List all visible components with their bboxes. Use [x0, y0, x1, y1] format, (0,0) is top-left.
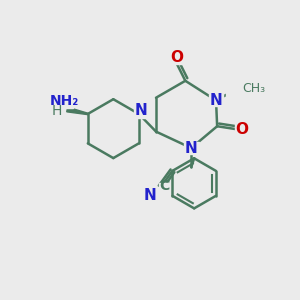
- Polygon shape: [67, 107, 88, 115]
- Text: N: N: [143, 188, 156, 203]
- Text: N: N: [185, 140, 198, 155]
- Bar: [134, 106, 148, 118]
- Bar: [209, 94, 224, 106]
- Bar: [171, 53, 182, 64]
- Text: O: O: [236, 122, 249, 137]
- Text: N: N: [135, 103, 148, 118]
- Bar: [235, 124, 247, 134]
- Bar: [184, 142, 199, 154]
- Bar: [51, 106, 63, 116]
- Text: N: N: [210, 93, 222, 108]
- Bar: [226, 84, 247, 96]
- Text: O: O: [170, 50, 183, 65]
- Text: C: C: [159, 179, 169, 194]
- Bar: [144, 191, 155, 200]
- Text: NH₂: NH₂: [50, 94, 80, 108]
- Bar: [52, 96, 73, 108]
- Bar: [159, 183, 168, 191]
- Text: CH₃: CH₃: [242, 82, 266, 95]
- Text: H: H: [52, 104, 62, 118]
